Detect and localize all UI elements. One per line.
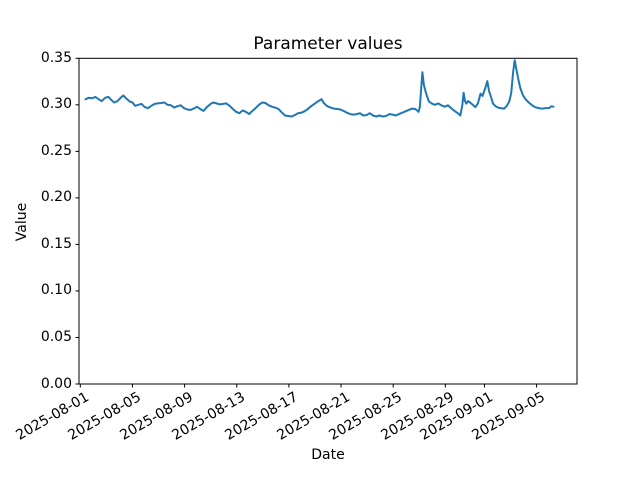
y-tick-label: 0.00: [40, 375, 72, 392]
y-tick-label: 0.15: [40, 235, 72, 252]
y-tick-label: 0.05: [40, 328, 72, 345]
y-tick-label: 0.20: [40, 189, 72, 206]
y-tick-label: 0.10: [40, 282, 72, 299]
y-tick-label: 0.35: [40, 49, 72, 66]
x-axis-label: Date: [311, 447, 345, 463]
plot-area-border: [78, 57, 578, 385]
y-tick-label: 0.25: [40, 142, 72, 159]
y-tick-label: 0.30: [40, 96, 72, 113]
axis-tick-marks: [75, 57, 538, 388]
chart-title: Parameter values: [253, 34, 403, 54]
series-line: [84, 59, 555, 118]
